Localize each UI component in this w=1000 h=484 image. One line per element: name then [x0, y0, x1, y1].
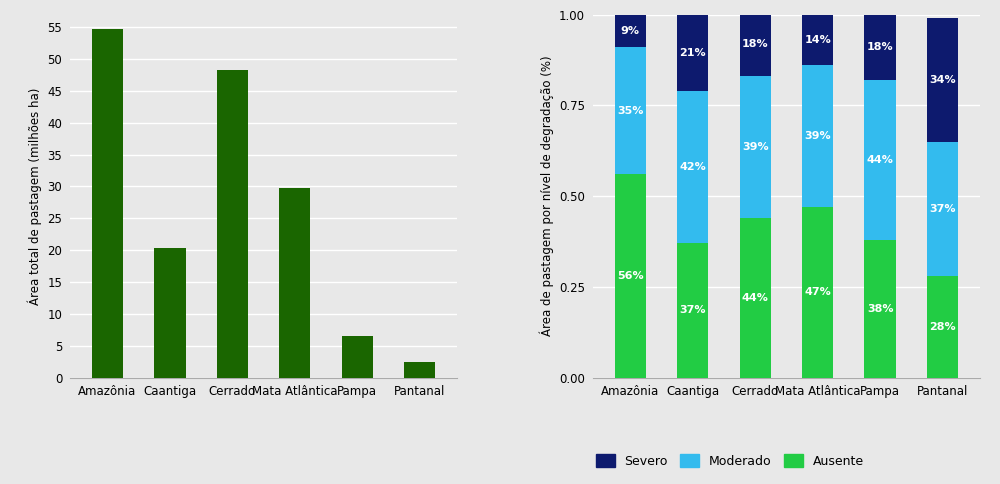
Bar [217, 70, 248, 378]
Text: 35%: 35% [617, 106, 643, 116]
Bar [927, 18, 958, 141]
Bar [802, 15, 833, 65]
Bar [279, 188, 310, 378]
Bar [802, 65, 833, 207]
Text: 38%: 38% [867, 303, 893, 314]
Bar [404, 362, 435, 378]
Bar [92, 29, 123, 378]
Bar [927, 276, 958, 378]
Text: 44%: 44% [742, 293, 769, 302]
Bar [740, 76, 771, 218]
Legend: Severo, Moderado, Ausente: Severo, Moderado, Ausente [591, 449, 869, 473]
Bar [740, 11, 771, 76]
Text: 47%: 47% [804, 287, 831, 297]
Text: 37%: 37% [929, 204, 956, 214]
Y-axis label: Área de pastagem por nível de degradação (%): Área de pastagem por nível de degradação… [539, 56, 554, 336]
Text: 39%: 39% [742, 142, 768, 152]
Y-axis label: Área total de pastagem (milhões ha): Área total de pastagem (milhões ha) [27, 87, 42, 305]
Text: 18%: 18% [742, 39, 768, 48]
Bar [740, 218, 771, 378]
Text: 56%: 56% [617, 271, 644, 281]
Bar [677, 15, 708, 91]
Text: 44%: 44% [867, 155, 894, 165]
Text: 28%: 28% [929, 322, 956, 332]
Bar [927, 141, 958, 276]
Bar [802, 207, 833, 378]
Text: 34%: 34% [929, 75, 956, 85]
Text: 18%: 18% [867, 42, 893, 52]
Text: 14%: 14% [804, 35, 831, 45]
Text: 21%: 21% [679, 47, 706, 58]
Text: 42%: 42% [679, 162, 706, 172]
Bar [864, 15, 896, 80]
Bar [864, 240, 896, 378]
Bar [615, 174, 646, 378]
Bar [615, 47, 646, 174]
Bar [342, 336, 373, 378]
Text: 37%: 37% [679, 305, 706, 316]
Bar [615, 15, 646, 47]
Text: 39%: 39% [804, 131, 831, 141]
Bar [154, 248, 186, 378]
Bar [677, 91, 708, 243]
Text: 9%: 9% [621, 26, 640, 36]
Bar [864, 80, 896, 240]
Bar [677, 243, 708, 378]
